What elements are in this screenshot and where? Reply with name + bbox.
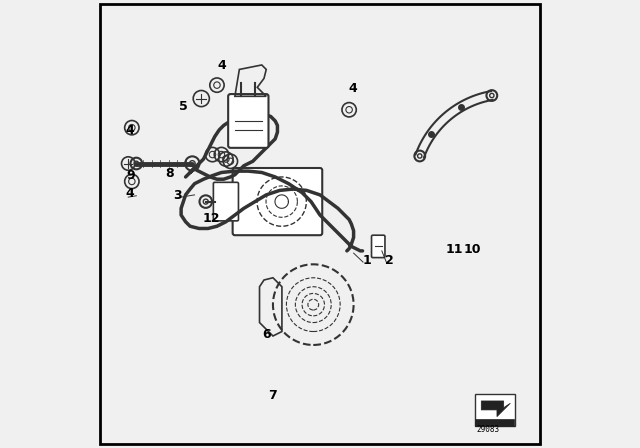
Text: 2: 2 [385,254,394,267]
Text: 4: 4 [217,60,226,73]
Polygon shape [481,401,511,417]
FancyBboxPatch shape [228,94,269,148]
Text: 10: 10 [463,243,481,256]
Text: 4: 4 [348,82,357,95]
Bar [476,419,514,426]
Text: 1: 1 [363,254,372,267]
Text: 3: 3 [173,190,182,202]
Text: 5: 5 [179,100,188,113]
FancyBboxPatch shape [233,168,323,235]
FancyBboxPatch shape [371,235,385,258]
Text: 6: 6 [262,328,270,341]
Text: 4: 4 [125,187,134,200]
FancyBboxPatch shape [475,394,515,426]
FancyBboxPatch shape [213,182,239,221]
Text: 7: 7 [269,389,277,402]
Text: 8: 8 [165,167,174,180]
Text: 12: 12 [203,212,220,225]
Text: 4: 4 [125,125,134,138]
Text: 29083: 29083 [476,425,500,434]
Text: 11: 11 [445,243,463,256]
Text: 9: 9 [127,169,135,182]
